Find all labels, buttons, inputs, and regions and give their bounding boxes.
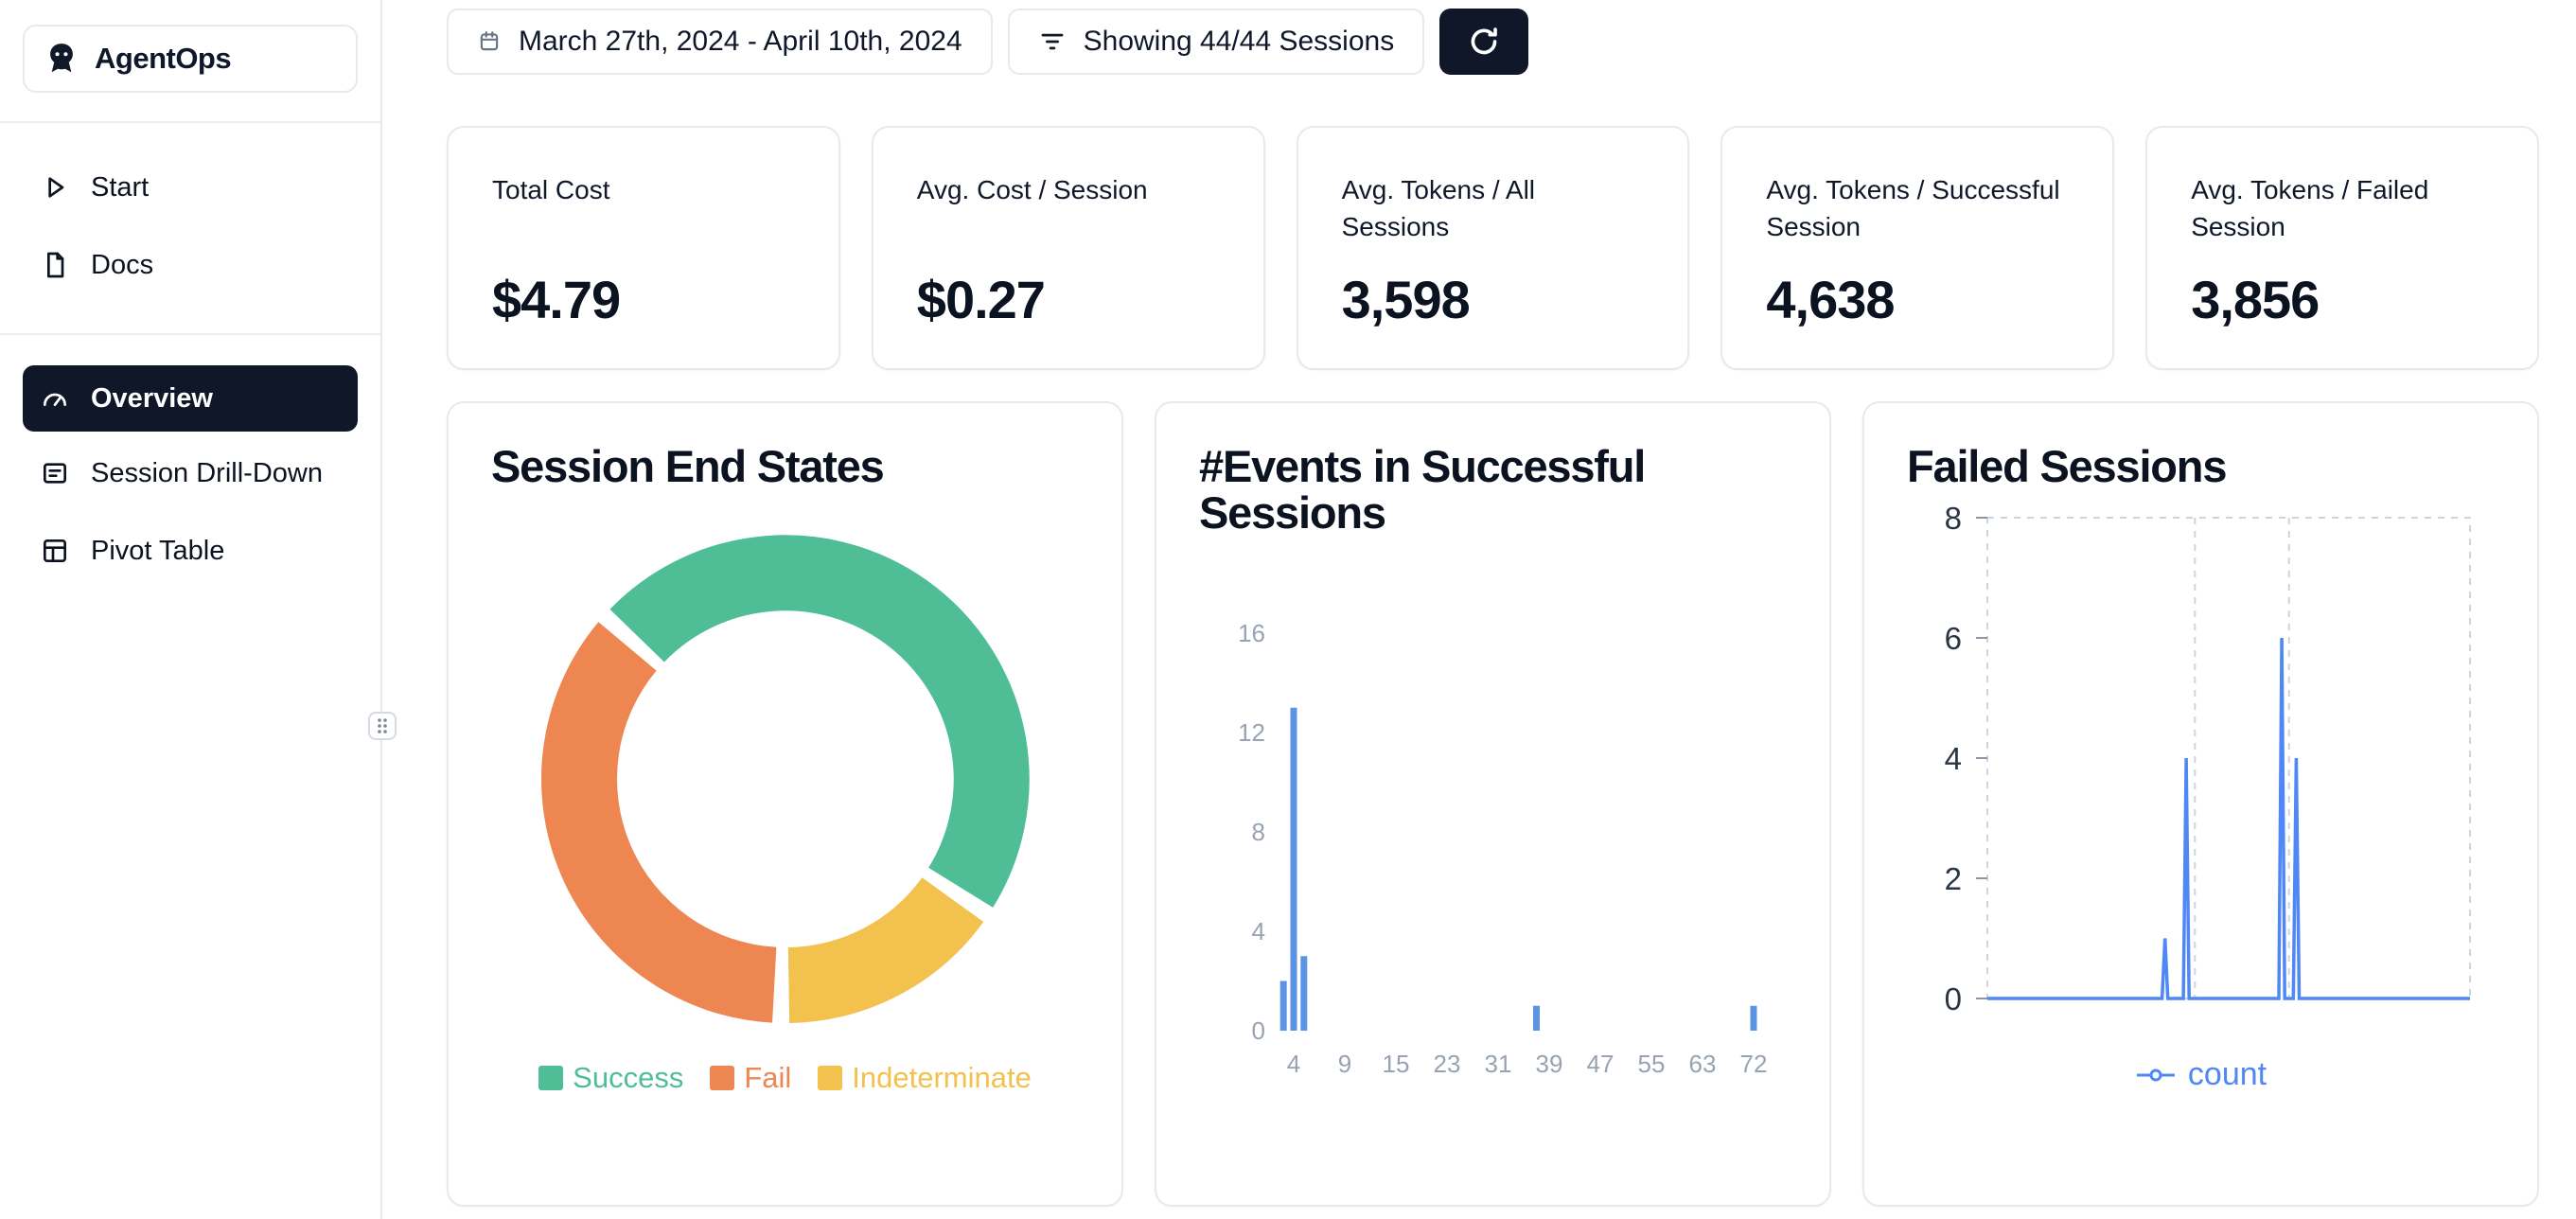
svg-text:6: 6 <box>1945 621 1962 656</box>
chart-title: #Events in Successful Sessions <box>1199 441 1646 539</box>
svg-text:0: 0 <box>1945 981 1962 1016</box>
svg-text:55: 55 <box>1638 1050 1666 1078</box>
stat-label: Total Cost <box>492 175 610 204</box>
stat-label: Avg. Cost / Session <box>916 175 1148 204</box>
stat-value: $0.27 <box>916 270 1046 329</box>
drilldown-icon <box>40 458 70 488</box>
sidebar-item-label: Session Drill-Down <box>91 457 323 488</box>
play-icon <box>40 172 70 203</box>
grip-dots-icon <box>378 718 387 733</box>
agentops-logo-icon <box>50 44 73 73</box>
stat-card-avg-tokens-all: Avg. Tokens / All Sessions 3,598 <box>1296 126 1690 370</box>
svg-text:72: 72 <box>1740 1050 1768 1078</box>
events-in-successful-sessions-card: #Events in Successful Sessions 0 4 8 12 16 4 9… <box>1155 401 1831 1207</box>
sessions-filter-button[interactable]: Showing 44/44 Sessions <box>1007 9 1425 75</box>
stat-value: 4,638 <box>1766 270 1895 329</box>
count-legend[interactable]: count <box>1907 1056 2495 1093</box>
legend-item-fail: Fail <box>710 1061 791 1095</box>
stat-value: 3,856 <box>2191 270 2320 329</box>
sidebar-item-label: Start <box>91 171 150 203</box>
topbar: March 27th, 2024 - April 10th, 2024 Show… <box>447 9 2539 75</box>
chart-title: Failed Sessions <box>1907 441 2227 491</box>
session-end-states-card: Session End States Success Fail <box>447 401 1123 1207</box>
legend-item-success: Success <box>538 1061 683 1095</box>
stat-card-avg-tokens-successful: Avg. Tokens / Successful Session 4,638 <box>1720 126 2115 370</box>
svg-text:8: 8 <box>1252 818 1265 846</box>
legend-swatch <box>538 1066 564 1091</box>
svg-text:39: 39 <box>1536 1050 1563 1078</box>
svg-text:15: 15 <box>1383 1050 1410 1078</box>
count-legend-label: count <box>2187 1056 2267 1093</box>
date-range-label: March 27th, 2024 - April 10th, 2024 <box>519 26 962 57</box>
sidebar: AgentOps Start Docs <box>0 0 382 1219</box>
sidebar-item-label: Docs <box>91 249 154 280</box>
stat-label: Avg. Tokens / Successful Session <box>1766 175 2060 242</box>
svg-text:0: 0 <box>1252 1016 1265 1045</box>
svg-text:8: 8 <box>1945 501 1962 536</box>
svg-text:4: 4 <box>1287 1050 1300 1078</box>
logo[interactable]: AgentOps <box>23 25 358 93</box>
sidebar-divider <box>0 121 380 123</box>
main-content: March 27th, 2024 - April 10th, 2024 Show… <box>447 0 2539 1207</box>
stat-card-total-cost: Total Cost $4.79 <box>447 126 840 370</box>
donut-svg <box>540 535 1030 1024</box>
sidebar-divider <box>0 333 380 335</box>
chart-title: Session End States <box>491 441 885 491</box>
svg-text:9: 9 <box>1338 1050 1351 1078</box>
legend-swatch <box>710 1066 735 1091</box>
line-svg: 8 6 4 2 0 <box>1945 501 2471 1016</box>
date-range-button[interactable]: March 27th, 2024 - April 10th, 2024 <box>447 9 993 75</box>
sidebar-item-label: Overview <box>91 382 213 414</box>
stat-value: $4.79 <box>492 270 621 329</box>
refresh-button[interactable] <box>1439 9 1529 75</box>
sidebar-item-session-drill-down[interactable]: Session Drill-Down <box>23 443 358 504</box>
svg-text:4: 4 <box>1945 741 1962 776</box>
sidebar-item-docs[interactable]: Docs <box>23 235 358 295</box>
sessions-filter-label: Showing 44/44 Sessions <box>1083 26 1395 57</box>
filter-icon <box>1041 33 1064 50</box>
calendar-icon <box>480 31 499 51</box>
document-icon <box>40 250 70 280</box>
refresh-icon <box>1471 27 1498 55</box>
app-title: AgentOps <box>95 42 232 75</box>
legend-label: Success <box>573 1061 684 1095</box>
svg-text:23: 23 <box>1434 1050 1461 1078</box>
svg-text:12: 12 <box>1238 718 1265 747</box>
svg-text:16: 16 <box>1238 619 1265 647</box>
pivot-table-icon <box>40 536 70 566</box>
sidebar-item-pivot-table[interactable]: Pivot Table <box>23 521 358 581</box>
legend-item-indeterminate: Indeterminate <box>818 1061 1032 1095</box>
gauge-icon <box>40 383 70 414</box>
svg-text:63: 63 <box>1689 1050 1717 1078</box>
sidebar-item-start[interactable]: Start <box>23 157 358 218</box>
svg-text:4: 4 <box>1252 917 1265 945</box>
stat-label: Avg. Tokens / Failed Session <box>2191 175 2429 242</box>
svg-text:2: 2 <box>1945 861 1962 896</box>
stat-label: Avg. Tokens / All Sessions <box>1341 175 1536 242</box>
sidebar-item-label: Pivot Table <box>91 535 225 566</box>
stats-row: Total Cost $4.79 Avg. Cost / Session $0.… <box>447 126 2539 370</box>
donut-legend: Success Fail Indeterminate <box>491 1061 1079 1095</box>
legend-label: Fail <box>744 1061 792 1095</box>
failed-sessions-card: Failed Sessions 8 6 4 2 0 count <box>1862 401 2539 1207</box>
sidebar-resize-handle[interactable] <box>368 712 397 740</box>
sidebar-nav: Start Docs Overview <box>0 157 380 581</box>
line-series-marker-icon <box>2136 1069 2175 1082</box>
stat-card-avg-cost-session: Avg. Cost / Session $0.27 <box>871 126 1265 370</box>
svg-text:31: 31 <box>1485 1050 1512 1078</box>
svg-text:47: 47 <box>1587 1050 1614 1078</box>
stat-card-avg-tokens-failed: Avg. Tokens / Failed Session 3,856 <box>2145 126 2539 370</box>
charts-row: Session End States Success Fail <box>447 401 2539 1207</box>
sidebar-item-overview[interactable]: Overview <box>23 365 358 432</box>
legend-label: Indeterminate <box>852 1061 1032 1095</box>
legend-swatch <box>818 1066 843 1091</box>
stat-value: 3,598 <box>1341 270 1471 329</box>
